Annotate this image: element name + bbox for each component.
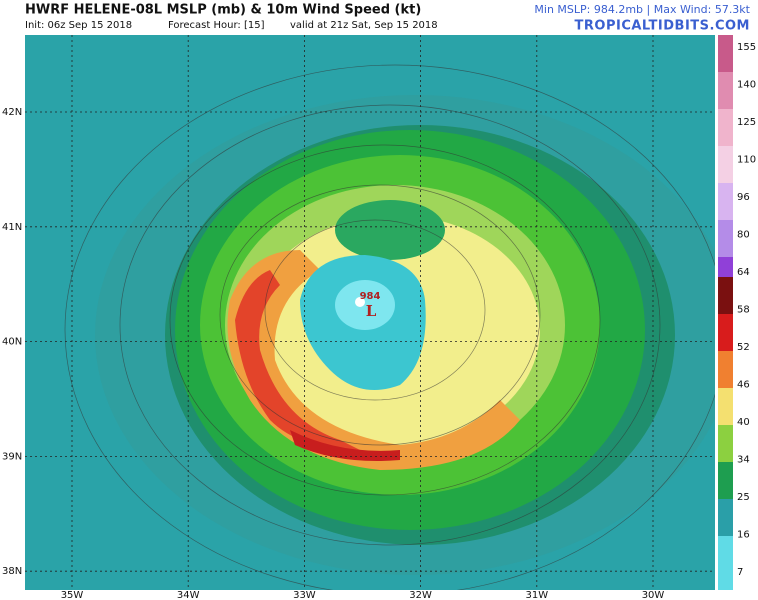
longitude-label: 31W: [525, 590, 548, 600]
colorbar-label: 16: [737, 530, 750, 541]
longitude-label: 33W: [293, 590, 316, 600]
colorbar-label: 52: [737, 342, 750, 353]
longitude-label: 34W: [177, 590, 200, 600]
colorbar-label: 58: [737, 305, 750, 316]
title: HWRF HELENE-08L MSLP (mb) & 10m Wind Spe…: [25, 3, 421, 18]
colorbar-label: 40: [737, 417, 750, 428]
colorbar-label: 64: [737, 267, 750, 278]
latitude-label: 42N: [2, 107, 22, 118]
latitude-label: 41N: [2, 222, 22, 233]
colorbar: [718, 35, 733, 590]
colorbar-label: 96: [737, 192, 750, 203]
graticule: [25, 35, 715, 590]
low-pressure: 984: [360, 291, 381, 302]
latitude-label: 39N: [2, 451, 22, 462]
valid-time: valid at 21z Sat, Sep 15 2018: [290, 20, 438, 31]
colorbar-label: 140: [737, 80, 756, 91]
colorbar-label: 110: [737, 155, 756, 166]
wind-field: [25, 35, 715, 590]
site: TROPICALTIDBITS.COM: [575, 19, 750, 34]
colorbar-label: 125: [737, 117, 756, 128]
colorbar-label: 155: [737, 42, 756, 53]
longitude-label: 35W: [61, 590, 84, 600]
colorbar-label: 46: [737, 380, 750, 391]
latitude-label: 40N: [2, 337, 22, 348]
latitude-label: 38N: [2, 566, 22, 577]
init: Init: 06z Sep 15 2018: [25, 20, 132, 31]
low-symbol: L: [366, 302, 377, 320]
longitude-label: 30W: [642, 590, 665, 600]
colorbar-label: 80: [737, 230, 750, 241]
colorbar-label: 25: [737, 492, 750, 503]
header: HWRF HELENE-08L MSLP (mb) & 10m Wind Spe…: [25, 3, 751, 34]
colorbar-label: 7: [737, 567, 743, 578]
forecast-hour: Forecast Hour: [15]: [168, 20, 265, 31]
longitude-label: 32W: [409, 590, 432, 600]
stats: Min MSLP: 984.2mb | Max Wind: 57.3kt: [534, 3, 750, 16]
colorbar-label: 34: [737, 455, 750, 466]
